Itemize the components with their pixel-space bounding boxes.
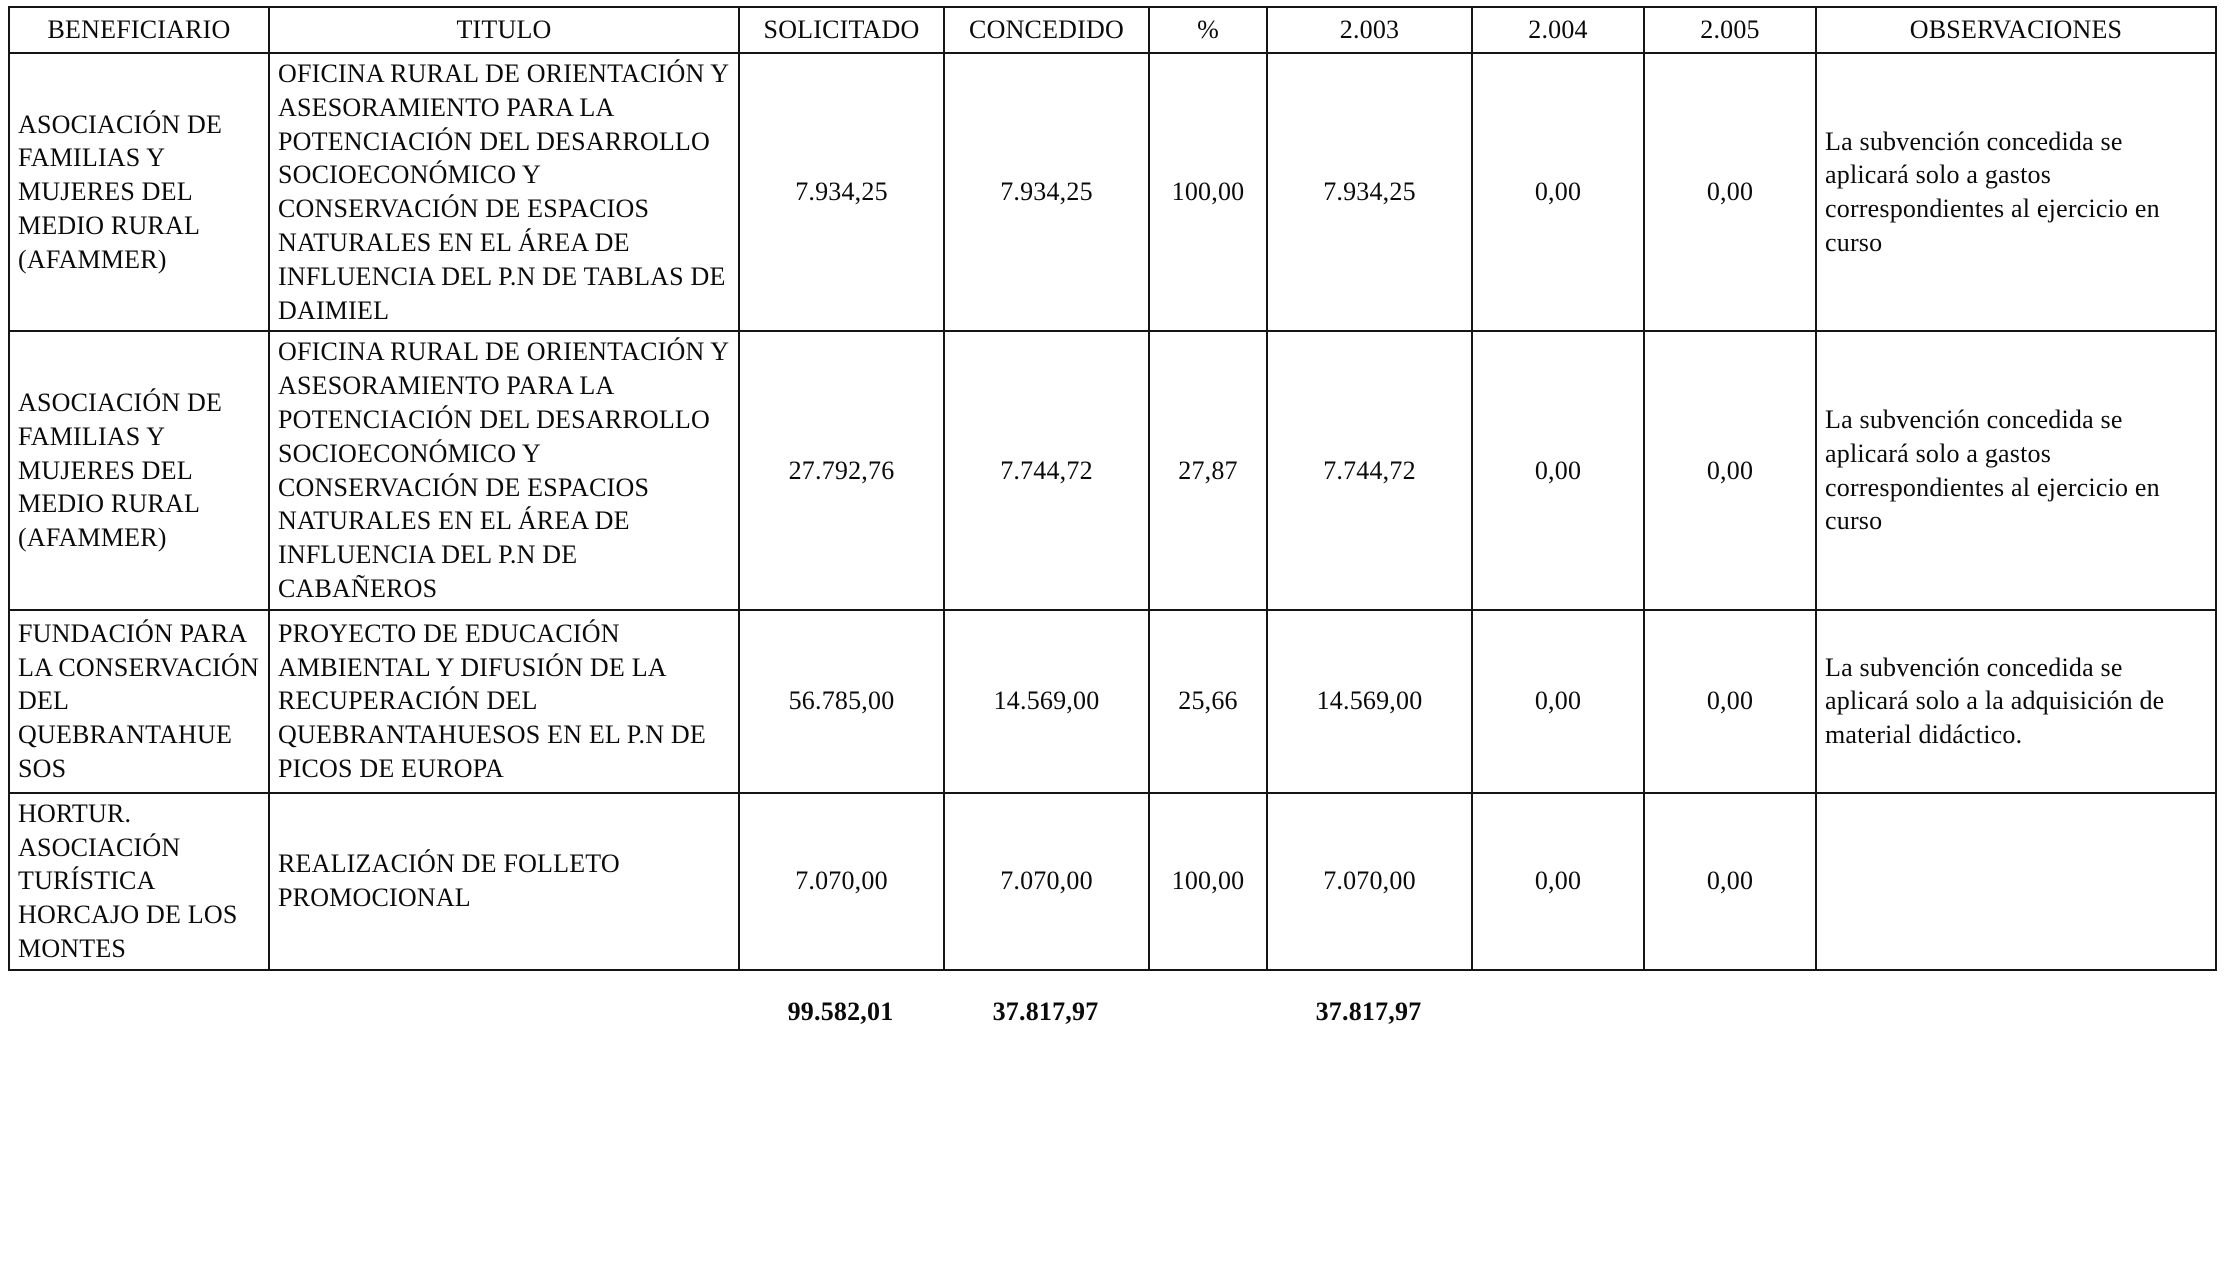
cell-concedido: 14.569,00	[943, 608, 1150, 794]
cell-2005: 0,00	[1643, 791, 1817, 971]
cell-2004: 0,00	[1471, 51, 1645, 333]
column-header-concedido: CONCEDIDO	[943, 6, 1150, 54]
cell-observaciones: La subvención concedida se aplicará solo…	[1815, 51, 2217, 333]
cell-solicitado: 56.785,00	[738, 608, 945, 794]
cell-titulo: OFICINA RURAL DE ORIENTACIÓN Y ASESORAMI…	[268, 51, 740, 333]
cell-2003: 14.569,00	[1266, 608, 1473, 794]
grants-table: BENEFICIARIO TITULO SOLICITADO CONCEDIDO…	[8, 6, 2217, 971]
totals-table: 99.582,01 37.817,97 37.817,97	[8, 997, 2215, 1027]
column-header-porcentaje: %	[1148, 6, 1268, 54]
cell-solicitado: 7.934,25	[738, 51, 945, 333]
cell-titulo: REALIZACIÓN DE FOLLETO PROMOCIONAL	[268, 791, 740, 971]
cell-solicitado: 7.070,00	[738, 791, 945, 971]
total-2004	[1471, 997, 1643, 1027]
column-header-2003: 2.003	[1266, 6, 1473, 54]
cell-concedido: 7.070,00	[943, 791, 1150, 971]
total-concedido: 37.817,97	[992, 996, 1099, 1026]
cell-beneficiario: HORTUR. ASOCIACIÓN TURÍSTICA HORCAJO DE …	[8, 791, 270, 971]
cell-titulo: PROYECTO DE EDUCACIÓN AMBIENTAL Y DIFUSI…	[268, 608, 740, 794]
cell-2004: 0,00	[1471, 791, 1645, 971]
cell-2005: 0,00	[1643, 330, 1817, 611]
cell-2003: 7.744,72	[1266, 330, 1473, 611]
table-row: ASOCIACIÓN DE FAMILIAS Y MUJERES DEL MED…	[8, 330, 2217, 611]
table-header: BENEFICIARIO TITULO SOLICITADO CONCEDIDO…	[8, 6, 2217, 54]
cell-beneficiario: FUNDACIÓN PARA LA CONSERVACIÓN DEL QUEBR…	[8, 608, 270, 794]
total-porcentaje	[1148, 997, 1266, 1027]
table-body: ASOCIACIÓN DE FAMILIAS Y MUJERES DEL MED…	[8, 51, 2217, 971]
cell-2005: 0,00	[1643, 608, 1817, 794]
cell-concedido: 7.744,72	[943, 330, 1150, 611]
cell-titulo: OFICINA RURAL DE ORIENTACIÓN Y ASESORAMI…	[268, 330, 740, 611]
cell-observaciones: La subvención concedida se aplicará solo…	[1815, 608, 2217, 794]
cell-observaciones	[1815, 791, 2217, 971]
table-row: ASOCIACIÓN DE FAMILIAS Y MUJERES DEL MED…	[8, 51, 2217, 333]
cell-porcentaje: 100,00	[1148, 791, 1268, 971]
cell-beneficiario: ASOCIACIÓN DE FAMILIAS Y MUJERES DEL MED…	[8, 330, 270, 611]
column-header-beneficiario: BENEFICIARIO	[8, 6, 270, 54]
totals-spacer-titulo	[268, 997, 738, 1027]
cell-2003: 7.934,25	[1266, 51, 1473, 333]
cell-2004: 0,00	[1471, 330, 1645, 611]
totals-spacer-observaciones	[1815, 997, 2215, 1027]
totals-spacer-beneficiario	[8, 997, 268, 1027]
table-row: FUNDACIÓN PARA LA CONSERVACIÓN DEL QUEBR…	[8, 608, 2217, 794]
column-header-solicitado: SOLICITADO	[738, 6, 945, 54]
cell-porcentaje: 100,00	[1148, 51, 1268, 333]
column-header-titulo: TITULO	[268, 6, 740, 54]
cell-2003: 7.070,00	[1266, 791, 1473, 971]
cell-solicitado: 27.792,76	[738, 330, 945, 611]
cell-porcentaje: 25,66	[1148, 608, 1268, 794]
totals-row: 99.582,01 37.817,97 37.817,97	[8, 997, 2215, 1027]
column-header-observaciones: OBSERVACIONES	[1815, 6, 2217, 54]
cell-2005: 0,00	[1643, 51, 1817, 333]
cell-porcentaje: 27,87	[1148, 330, 1268, 611]
cell-concedido: 7.934,25	[943, 51, 1150, 333]
cell-2004: 0,00	[1471, 608, 1645, 794]
column-header-2004: 2.004	[1471, 6, 1645, 54]
column-header-2005: 2.005	[1643, 6, 1817, 54]
total-solicitado: 99.582,01	[787, 996, 894, 1026]
totals-strip: 99.582,01 37.817,97 37.817,97	[8, 997, 2215, 1027]
cell-beneficiario: ASOCIACIÓN DE FAMILIAS Y MUJERES DEL MED…	[8, 51, 270, 333]
table-row: HORTUR. ASOCIACIÓN TURÍSTICA HORCAJO DE …	[8, 791, 2217, 971]
cell-observaciones: La subvención concedida se aplicará solo…	[1815, 330, 2217, 611]
total-2003: 37.817,97	[1315, 996, 1422, 1026]
table-header-row: BENEFICIARIO TITULO SOLICITADO CONCEDIDO…	[8, 6, 2217, 54]
total-2005	[1643, 997, 1815, 1027]
